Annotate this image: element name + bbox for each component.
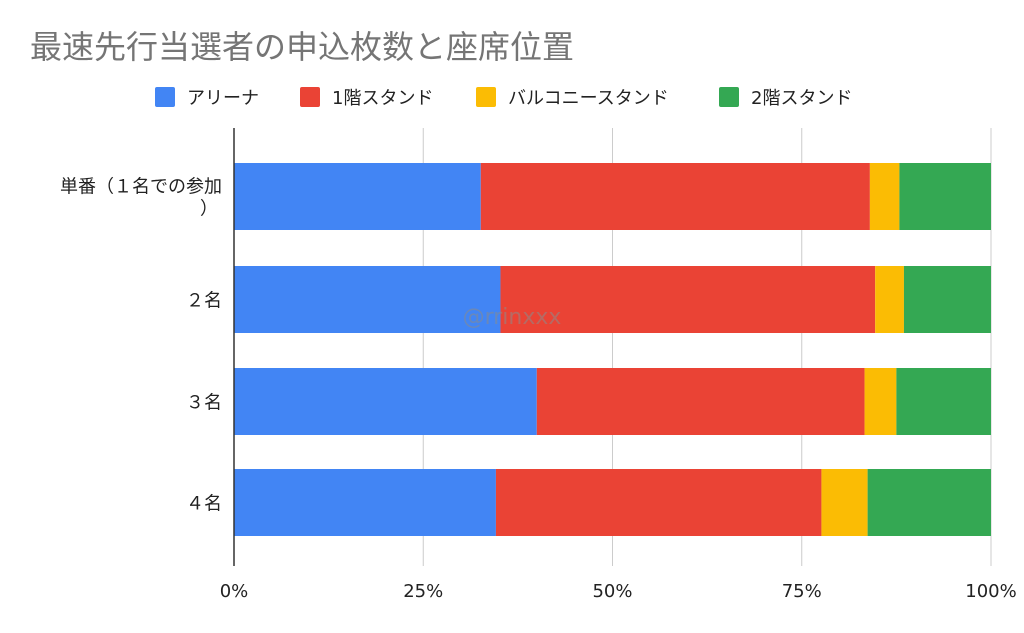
bar-segment[interactable] [500, 266, 876, 333]
legend-swatch-balcony-stand [476, 87, 496, 107]
bar-segment[interactable] [234, 368, 537, 435]
legend-item-balcony-stand[interactable]: バルコニースタンド [476, 84, 669, 110]
bar-segment[interactable] [903, 266, 991, 333]
bar-segment[interactable] [234, 163, 481, 230]
bar-segment[interactable] [864, 368, 897, 435]
legend-swatch-1f-stand [300, 87, 320, 107]
watermark: @rrinxxx [463, 305, 562, 330]
legend-label-arena: アリーナ [187, 88, 259, 109]
legend-item-2f-stand[interactable]: 2階スタンド [719, 84, 852, 110]
bar-segment[interactable] [821, 469, 868, 536]
bar-segment[interactable] [234, 469, 496, 536]
x-tick-label: 0% [220, 581, 249, 602]
legend-label-2f-stand: 2階スタンド [751, 88, 853, 109]
legend-swatch-2f-stand [719, 87, 739, 107]
category-label: ４名 [186, 494, 222, 515]
bar-segment[interactable] [869, 163, 900, 230]
bar-segment[interactable] [899, 163, 991, 230]
bar-segment[interactable] [875, 266, 904, 333]
legend-label-1f-stand: 1階スタンド [332, 88, 434, 109]
chart-title: 最速先行当選者の申込枚数と座席位置 [30, 28, 575, 66]
legend-label-balcony-stand: バルコニースタンド [508, 88, 669, 109]
bar-segment[interactable] [867, 469, 991, 536]
x-tick-label: 75% [782, 581, 822, 602]
category-label: ３名 [186, 393, 222, 414]
bar-segment[interactable] [896, 368, 991, 435]
x-tick-label: 100% [965, 581, 1016, 602]
bar-segment[interactable] [536, 368, 865, 435]
category-label: ２名 [186, 291, 222, 312]
x-tick-label: 50% [592, 581, 632, 602]
category-label: 単番（１名での参加） [60, 177, 222, 220]
bar-segment[interactable] [480, 163, 870, 230]
legend-swatch-arena [155, 87, 175, 107]
bar-segment[interactable] [234, 266, 501, 333]
legend-item-arena[interactable]: アリーナ [155, 84, 259, 110]
x-tick-label: 25% [403, 581, 443, 602]
legend-item-1f-stand[interactable]: 1階スタンド [300, 84, 433, 110]
legend: アリーナ 1階スタンド バルコニースタンド 2階スタンド [0, 84, 1024, 110]
bar-segment[interactable] [495, 469, 822, 536]
